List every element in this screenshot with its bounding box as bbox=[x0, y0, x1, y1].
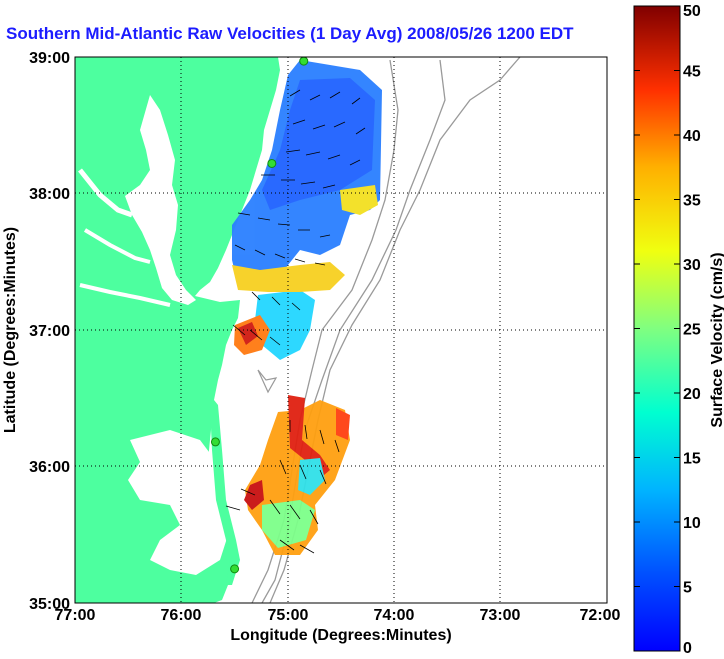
colorbar-gradient bbox=[633, 5, 681, 652]
x-axis-ticks: 77:00 76:00 75:00 74:00 73:00 72:00 bbox=[55, 607, 621, 624]
bathymetry-contour-4 bbox=[257, 369, 278, 394]
y-axis-label: Latitude (Degrees:Minutes) bbox=[2, 227, 19, 433]
chesapeake-bay bbox=[125, 95, 196, 305]
y-tick-label: 36:00 bbox=[29, 459, 70, 476]
colorbar-tick-label: 5 bbox=[683, 580, 692, 597]
velocity-vectors bbox=[225, 89, 366, 554]
outer-banks bbox=[210, 400, 240, 585]
colorbar-tick-label: 15 bbox=[683, 451, 701, 468]
rappahannock-river bbox=[83, 228, 151, 264]
y-tick-label: 37:00 bbox=[29, 323, 70, 340]
x-tick-label: 72:00 bbox=[580, 607, 621, 624]
radar-station-marker bbox=[299, 57, 309, 66]
colorbar-tick-label: 20 bbox=[683, 386, 701, 403]
velocity-patch-cyan bbox=[255, 290, 315, 360]
colorbar-tick-label: 25 bbox=[683, 322, 701, 339]
radar-station-marker bbox=[230, 564, 240, 574]
velocity-patch-south-cyan bbox=[298, 458, 325, 495]
colorbar-tick-label: 0 bbox=[683, 640, 692, 657]
land-mass bbox=[75, 57, 280, 603]
x-axis-label: Longitude (Degrees:Minutes) bbox=[230, 627, 451, 644]
plot-frame bbox=[74, 56, 608, 604]
velocity-patch-yellow-north bbox=[340, 185, 378, 215]
x-tick-label: 75:00 bbox=[268, 607, 309, 624]
potomac-river bbox=[78, 168, 133, 218]
colorbar-tick-label: 50 bbox=[683, 3, 701, 20]
x-tick-label: 76:00 bbox=[161, 607, 202, 624]
x-tick-label: 77:00 bbox=[55, 607, 96, 624]
radar-station-marker bbox=[210, 437, 220, 447]
velocity-patch-south-red-3 bbox=[336, 408, 350, 440]
colorbar-label: Surface Velocity (cm/s) bbox=[709, 252, 724, 427]
colorbar-tick-label: 30 bbox=[683, 257, 701, 274]
colorbar-tick-label: 35 bbox=[683, 193, 701, 210]
map-title: Southern Mid-Atlantic Raw Velocities (1 … bbox=[6, 24, 574, 43]
velocity-patch-blue-core bbox=[262, 78, 375, 210]
y-tick-label: 38:00 bbox=[29, 186, 70, 203]
colorbar-tick-label: 40 bbox=[683, 128, 701, 145]
velocity-patch-south-green bbox=[262, 500, 315, 548]
y-axis-ticks: 39:00 38:00 37:00 36:00 35:00 bbox=[29, 50, 70, 613]
grid-lines bbox=[75, 57, 607, 603]
york-james-river bbox=[79, 283, 171, 307]
x-tick-label: 73:00 bbox=[480, 607, 521, 624]
x-tick-label: 74:00 bbox=[374, 607, 415, 624]
radar-station-marker bbox=[267, 158, 277, 168]
radar-stations bbox=[210, 57, 309, 574]
y-tick-label: 35:00 bbox=[29, 596, 70, 613]
velocity-patch-red-west bbox=[238, 322, 258, 345]
y-tick-label: 39:00 bbox=[29, 50, 70, 67]
colorbar-tick-label: 10 bbox=[683, 515, 701, 532]
colorbar-tick-label: 45 bbox=[683, 64, 701, 81]
